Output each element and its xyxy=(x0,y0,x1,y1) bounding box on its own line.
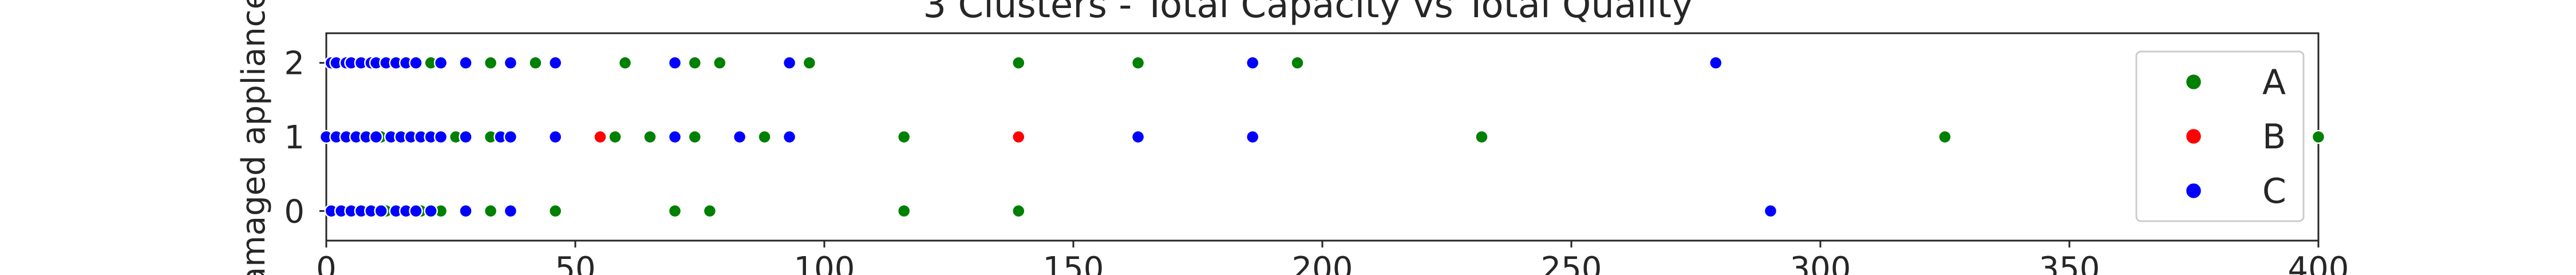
legend-label-c: C xyxy=(2262,171,2286,211)
x-tick-label: 300 xyxy=(1790,250,1851,275)
legend-marker-b xyxy=(2184,127,2203,146)
x-tick-label: 350 xyxy=(2039,250,2100,275)
point-a xyxy=(608,129,622,144)
point-a xyxy=(548,204,563,218)
x-axis-ticks: 0 50 100 150 200 250 300 350 400 xyxy=(316,241,2349,275)
point-a xyxy=(713,56,727,70)
point-b xyxy=(593,129,607,144)
y-axis-ticks: 0 1 2 xyxy=(284,45,326,230)
point-c xyxy=(667,56,682,70)
point-a xyxy=(688,56,702,70)
x-tick-label: 200 xyxy=(1292,250,1353,275)
point-a xyxy=(643,129,657,144)
point-a xyxy=(1131,56,1145,70)
point-c xyxy=(459,56,473,70)
point-c xyxy=(503,56,518,70)
point-a xyxy=(618,56,633,70)
point-c xyxy=(548,56,563,70)
point-a xyxy=(1938,129,1952,144)
point-a xyxy=(688,129,702,144)
x-tick-label: 400 xyxy=(2288,250,2349,275)
point-a xyxy=(483,204,498,218)
point-c xyxy=(782,56,797,70)
point-c xyxy=(459,129,473,144)
y-tick-label: 0 xyxy=(284,193,305,230)
point-a xyxy=(667,204,682,218)
point-c xyxy=(409,56,423,70)
point-a xyxy=(802,56,817,70)
point-c xyxy=(409,204,423,218)
legend-label-a: A xyxy=(2262,62,2286,103)
point-c xyxy=(667,129,682,144)
point-c xyxy=(1709,56,1723,70)
point-c xyxy=(1245,129,1260,144)
x-tick-label: 150 xyxy=(1043,250,1104,275)
y-tick-label: 1 xyxy=(284,119,305,156)
legend-label-b: B xyxy=(2262,117,2286,157)
point-c xyxy=(1763,204,1778,218)
legend: ABC xyxy=(2135,50,2305,222)
point-c xyxy=(369,129,384,144)
y-axis-label: Damaged appliances xyxy=(235,0,272,275)
point-a xyxy=(483,56,498,70)
x-tick-label: 0 xyxy=(316,250,337,275)
point-c xyxy=(548,129,563,144)
chart-title: 3 Clusters - Total Capacity vs Total Qua… xyxy=(923,0,1693,26)
point-a xyxy=(1290,56,1305,70)
point-a xyxy=(1012,204,1026,218)
legend-marker-c xyxy=(2184,182,2203,200)
point-a xyxy=(702,204,717,218)
point-c xyxy=(503,129,518,144)
data-points xyxy=(319,56,2326,218)
point-c xyxy=(433,56,448,70)
point-c xyxy=(732,129,747,144)
legend-marker-a xyxy=(2184,73,2203,91)
point-c xyxy=(782,129,797,144)
y-tick-label: 2 xyxy=(284,45,305,82)
point-c xyxy=(424,204,438,218)
legend-frame xyxy=(2135,50,2305,222)
point-a xyxy=(896,129,911,144)
point-a xyxy=(2311,129,2326,144)
point-a xyxy=(1475,129,1489,144)
point-c xyxy=(503,204,518,218)
x-tick-label: 100 xyxy=(794,250,855,275)
point-b xyxy=(1012,129,1026,144)
point-a xyxy=(1012,56,1026,70)
point-c xyxy=(1245,56,1260,70)
point-a xyxy=(896,204,911,218)
point-c xyxy=(374,204,388,218)
point-c xyxy=(433,129,448,144)
x-tick-label: 50 xyxy=(555,250,595,275)
point-c xyxy=(459,204,473,218)
point-c xyxy=(1131,129,1145,144)
point-a xyxy=(757,129,772,144)
legend-entries: ABC xyxy=(2184,62,2286,211)
point-a xyxy=(528,56,543,70)
x-tick-label: 250 xyxy=(1541,250,1602,275)
